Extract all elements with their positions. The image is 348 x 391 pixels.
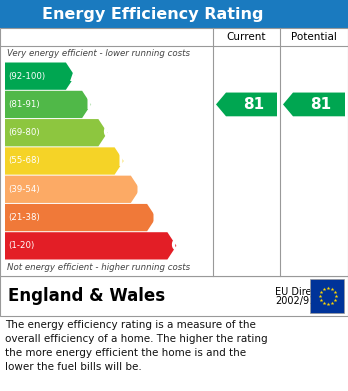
Text: 81: 81 (243, 97, 264, 112)
Bar (310, 279, 344, 313)
Polygon shape (5, 204, 156, 231)
Polygon shape (283, 93, 345, 116)
Text: The energy efficiency rating is a measure of the
overall efficiency of a home. T: The energy efficiency rating is a measur… (5, 320, 268, 372)
Text: Potential: Potential (291, 32, 337, 42)
Text: (92-100): (92-100) (8, 72, 45, 81)
Text: D: D (118, 152, 132, 170)
Text: (21-38): (21-38) (8, 213, 40, 222)
Bar (0, 276, 348, 316)
Text: (1-20): (1-20) (8, 241, 34, 250)
Polygon shape (5, 91, 91, 118)
Text: E: E (135, 180, 147, 198)
Bar (0, 0, 348, 28)
Text: G: G (171, 237, 184, 255)
Text: Not energy efficient - higher running costs: Not energy efficient - higher running co… (7, 264, 190, 273)
Text: (55-68): (55-68) (8, 156, 40, 165)
Text: (39-54): (39-54) (8, 185, 40, 194)
Text: (69-80): (69-80) (8, 128, 40, 137)
Text: 2002/91/EC: 2002/91/EC (275, 296, 331, 306)
Polygon shape (5, 63, 75, 90)
Polygon shape (216, 93, 277, 116)
Bar (0, 28, 348, 276)
Polygon shape (5, 232, 176, 260)
Text: EU Directive: EU Directive (275, 287, 335, 297)
Text: Current: Current (227, 32, 266, 42)
Text: F: F (151, 208, 163, 226)
Text: England & Wales: England & Wales (8, 287, 165, 305)
Text: C: C (102, 124, 114, 142)
Text: 81: 81 (310, 97, 332, 112)
Text: (81-91): (81-91) (8, 100, 40, 109)
Polygon shape (5, 176, 140, 203)
Text: Energy Efficiency Rating: Energy Efficiency Rating (42, 7, 264, 22)
Polygon shape (5, 147, 124, 175)
Text: A: A (70, 67, 82, 85)
Text: B: B (86, 95, 98, 113)
Polygon shape (5, 119, 108, 146)
Text: Very energy efficient - lower running costs: Very energy efficient - lower running co… (7, 48, 190, 57)
